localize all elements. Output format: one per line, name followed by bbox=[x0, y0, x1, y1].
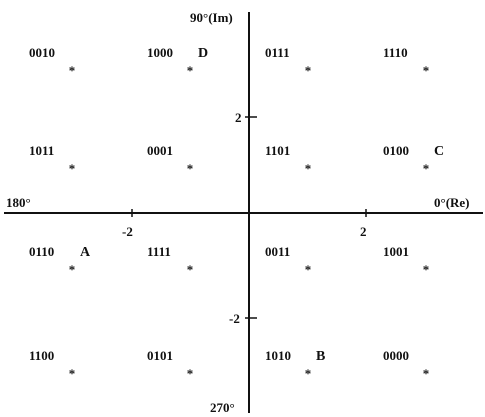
point-code-label: 0011 bbox=[265, 244, 290, 259]
constellation-point: * bbox=[69, 161, 76, 176]
tick-label-y-pos2: 2 bbox=[235, 110, 242, 125]
constellation-point: * bbox=[187, 262, 194, 277]
point-marker-letter: D bbox=[198, 46, 208, 61]
constellation-point: * bbox=[187, 366, 194, 381]
point-code-label: 0001 bbox=[147, 143, 173, 158]
point-code-label: 0010 bbox=[29, 45, 55, 60]
point-code-label: 0101 bbox=[147, 348, 173, 363]
point-code-label: 0100 bbox=[383, 143, 409, 158]
axis-label-right: 0°(Re) bbox=[434, 195, 470, 210]
tick-label-x-pos2: 2 bbox=[360, 224, 367, 239]
point-code-label: 1001 bbox=[383, 244, 409, 259]
point-code-label: 1101 bbox=[265, 143, 290, 158]
point-marker-letter: C bbox=[434, 144, 444, 159]
point-code-label: 1000 bbox=[147, 45, 173, 60]
constellation-point: * bbox=[187, 63, 194, 78]
constellation-point: * bbox=[423, 63, 430, 78]
constellation-point: * bbox=[305, 366, 312, 381]
point-code-label: 1111 bbox=[147, 244, 171, 259]
constellation-point: * bbox=[187, 161, 194, 176]
point-code-label: 0111 bbox=[265, 45, 290, 60]
tick-label-x-neg2: -2 bbox=[122, 224, 133, 239]
point-code-label: 0000 bbox=[383, 348, 409, 363]
point-marker-letter: B bbox=[316, 349, 325, 364]
axis-label-bottom: 270° bbox=[210, 400, 235, 415]
constellation-point: * bbox=[305, 63, 312, 78]
axis-label-left: 180° bbox=[6, 195, 31, 210]
point-code-label: 0110 bbox=[29, 244, 54, 259]
constellation-point: * bbox=[423, 366, 430, 381]
constellation-point: * bbox=[69, 366, 76, 381]
constellation-point: * bbox=[423, 262, 430, 277]
constellation-points: * 0010 * 1000 D * 0111 * 1110 * 1011 * 0001 * 1101 * 010… bbox=[29, 45, 444, 381]
tick-label-y-neg2: -2 bbox=[229, 311, 240, 326]
constellation-point: * bbox=[69, 262, 76, 277]
point-code-label: 1100 bbox=[29, 348, 54, 363]
axis-label-top: 90°(Im) bbox=[190, 10, 233, 25]
point-code-label: 1010 bbox=[265, 348, 291, 363]
point-code-label: 1110 bbox=[383, 45, 408, 60]
constellation-point: * bbox=[305, 161, 312, 176]
constellation-point: * bbox=[305, 262, 312, 277]
constellation-point: * bbox=[69, 63, 76, 78]
point-marker-letter: A bbox=[80, 245, 91, 260]
point-code-label: 1011 bbox=[29, 143, 54, 158]
constellation-point: * bbox=[423, 161, 430, 176]
